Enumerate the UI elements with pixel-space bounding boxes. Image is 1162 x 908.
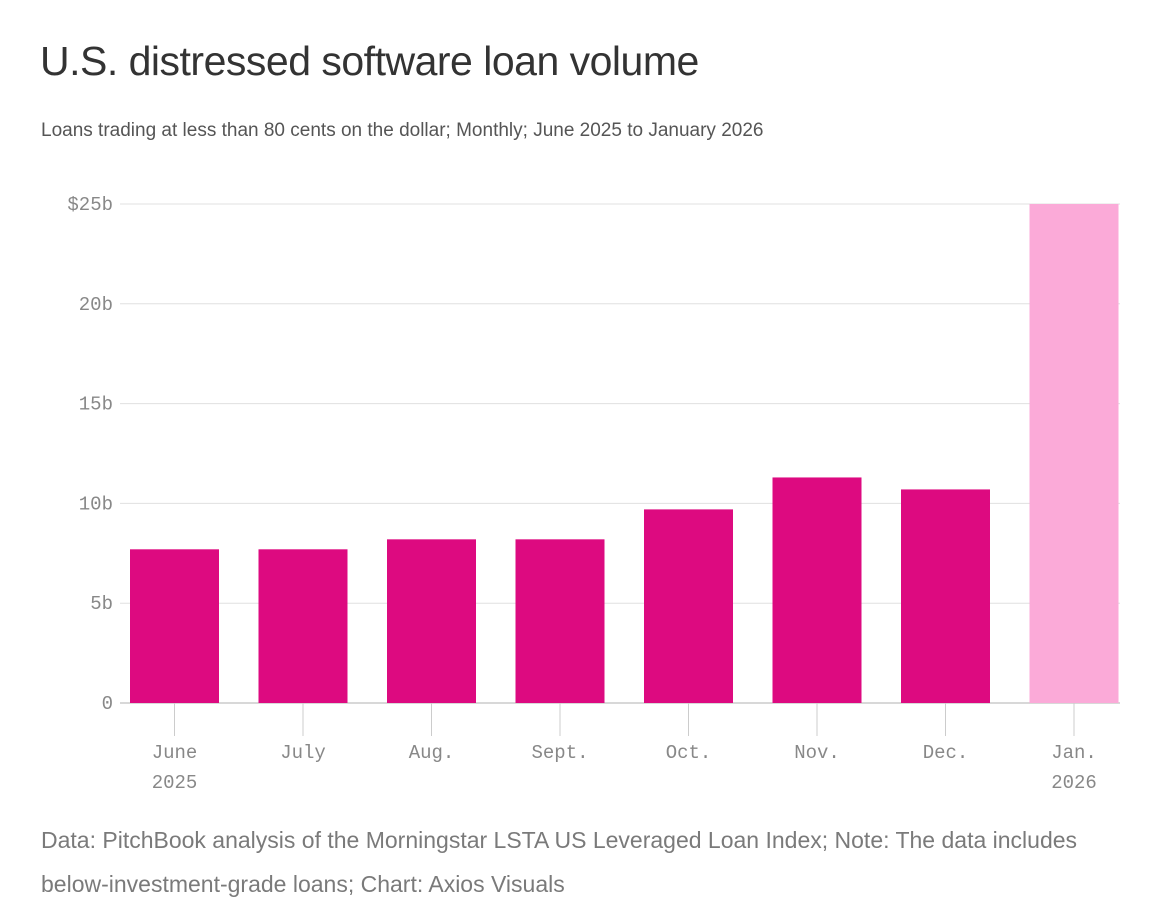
- x-tick-label: Aug.: [409, 742, 455, 764]
- y-axis: 0 5b 10b 15b 20b $25b: [67, 194, 113, 715]
- bar: [901, 489, 990, 703]
- bar: [1029, 204, 1119, 703]
- chart-title: U.S. distressed software loan volume: [40, 38, 699, 84]
- x-tick-label: Sept.: [531, 742, 588, 764]
- bar: [644, 509, 733, 703]
- x-axis: June 2025 July Aug. Sept. Oct. Nov. Dec. Jan. 202…: [152, 703, 1097, 794]
- x-tick-label: Dec.: [923, 742, 969, 764]
- bar: [258, 549, 348, 703]
- x-tick-label: July: [280, 742, 326, 764]
- source-note: Data: PitchBook analysis of the Mornings…: [41, 827, 1078, 897]
- bars: [130, 204, 1119, 703]
- x-tick-label: 2026: [1051, 772, 1097, 794]
- y-tick-label: 20b: [79, 294, 113, 316]
- x-tick-label: Jan.: [1051, 742, 1097, 764]
- bar: [387, 539, 476, 703]
- x-tick-label: 2025: [152, 772, 198, 794]
- y-tick-label: 0: [102, 693, 113, 715]
- x-tick-label: Oct.: [666, 742, 712, 764]
- y-tick-label: $25b: [67, 194, 113, 216]
- bar: [130, 549, 219, 703]
- bar: [772, 477, 862, 703]
- x-tick-label: Nov.: [794, 742, 840, 764]
- x-tick-label: June: [152, 742, 198, 764]
- y-tick-label: 10b: [79, 493, 113, 515]
- bar: [515, 539, 605, 703]
- y-tick-label: 15b: [79, 394, 113, 416]
- y-tick-label: 5b: [90, 593, 113, 615]
- chart-subtitle: Loans trading at less than 80 cents on t…: [41, 120, 764, 141]
